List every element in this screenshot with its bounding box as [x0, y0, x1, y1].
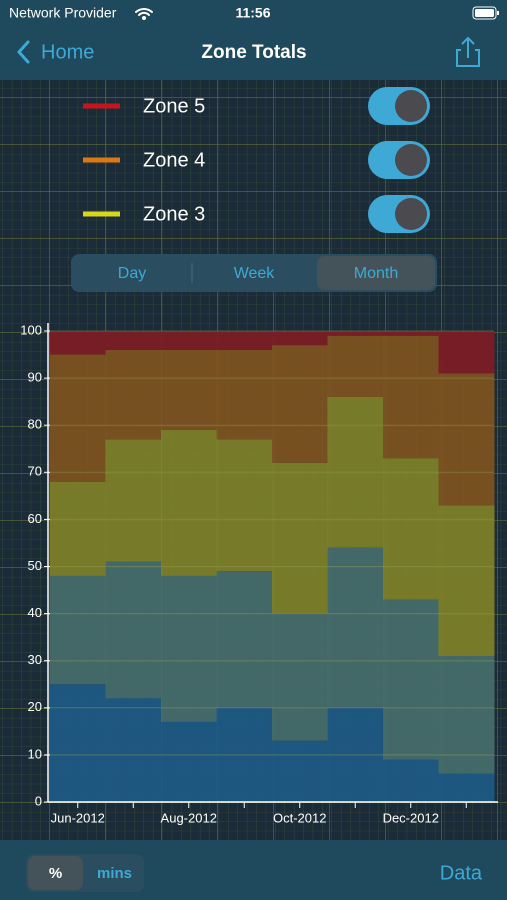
- y-tick-label: 90: [28, 370, 42, 385]
- clock: 11:56: [235, 5, 270, 21]
- y-tick-label: 20: [28, 699, 42, 714]
- stack-segment: [161, 575, 217, 722]
- legend-label: Zone 5: [143, 95, 205, 117]
- stack-segment: [50, 481, 106, 576]
- y-tick-label: 10: [28, 746, 42, 761]
- stack-segment: [50, 354, 106, 482]
- y-tick-label: 50: [28, 558, 42, 573]
- x-tick-label: Dec-2012: [383, 810, 439, 825]
- y-tick-label: 70: [28, 464, 42, 479]
- stack-segment: [50, 684, 106, 802]
- stack-segment: [216, 707, 273, 802]
- stack-segment: [272, 462, 328, 614]
- toggle-knob: [395, 90, 427, 122]
- stack-segment: [272, 331, 328, 346]
- toggle-knob: [395, 198, 427, 230]
- stack-segment: [272, 740, 328, 802]
- y-tick-label: 60: [28, 511, 42, 526]
- x-tick-label: Aug-2012: [161, 810, 217, 825]
- stack-segment: [216, 349, 273, 440]
- battery-icon: [472, 6, 499, 20]
- stack-segment: [327, 331, 384, 336]
- segment-option[interactable]: Day: [118, 265, 146, 282]
- stack-segment: [438, 773, 495, 802]
- wifi-icon: [135, 8, 153, 20]
- x-tick-label: Oct-2012: [273, 810, 326, 825]
- stack-segment: [383, 335, 439, 459]
- back-chevron[interactable]: [16, 40, 30, 64]
- x-tick-label: Jun-2012: [51, 810, 105, 825]
- stack-segment: [161, 721, 217, 802]
- stack-segment: [50, 575, 106, 685]
- stack-segment: [383, 458, 439, 600]
- y-tick-label: 100: [20, 322, 42, 337]
- stack-segment: [161, 331, 217, 350]
- y-tick-label: 0: [35, 793, 42, 808]
- y-tick-label: 30: [28, 652, 42, 667]
- stack-segment: [327, 547, 384, 708]
- stack-segment: [105, 561, 162, 699]
- stack-segment: [105, 331, 162, 350]
- stack-segment: [327, 335, 384, 397]
- unit-option[interactable]: mins: [97, 865, 132, 882]
- share-button[interactable]: [456, 36, 480, 67]
- stack-segment: [105, 698, 162, 802]
- stack-segment: [383, 331, 439, 336]
- stack-segment: [383, 599, 439, 760]
- range-selector: Day Week Month: [71, 254, 437, 292]
- stack-segment: [327, 396, 384, 548]
- toggle-knob: [395, 144, 427, 176]
- top-bar: [0, 0, 507, 80]
- stack-segment: [438, 505, 495, 656]
- stack-segment: [327, 707, 384, 802]
- stack-segment: [438, 331, 495, 374]
- segment-option[interactable]: Week: [234, 265, 276, 282]
- back-button[interactable]: Home: [41, 41, 94, 63]
- legend-label: Zone 4: [143, 149, 205, 171]
- nav-title: Zone Totals: [201, 42, 306, 63]
- selected-unit: [28, 856, 83, 890]
- stack-segment: [161, 429, 217, 576]
- stack-segment: [216, 331, 273, 350]
- stack-segment: [438, 655, 495, 774]
- selected-segment: [317, 256, 435, 290]
- stack-segment: [438, 373, 495, 506]
- data-button[interactable]: Data: [440, 862, 483, 884]
- carrier: Network Provider: [9, 5, 117, 21]
- segment-option[interactable]: Month: [354, 265, 398, 282]
- y-tick-label: 40: [28, 605, 42, 620]
- stack-segment: [216, 439, 273, 572]
- stack-segment: [216, 571, 273, 708]
- stack-segment: [272, 613, 328, 741]
- stack-segment: [272, 345, 328, 463]
- stack-segment: [105, 439, 162, 562]
- y-tick-label: 80: [28, 417, 42, 432]
- legend-label: Zone 3: [143, 203, 205, 225]
- stack-segment: [50, 331, 106, 355]
- stack-segment: [105, 349, 162, 440]
- unit-option[interactable]: %: [49, 865, 62, 882]
- stack-segment: [161, 349, 217, 430]
- stack-segment: [383, 759, 439, 802]
